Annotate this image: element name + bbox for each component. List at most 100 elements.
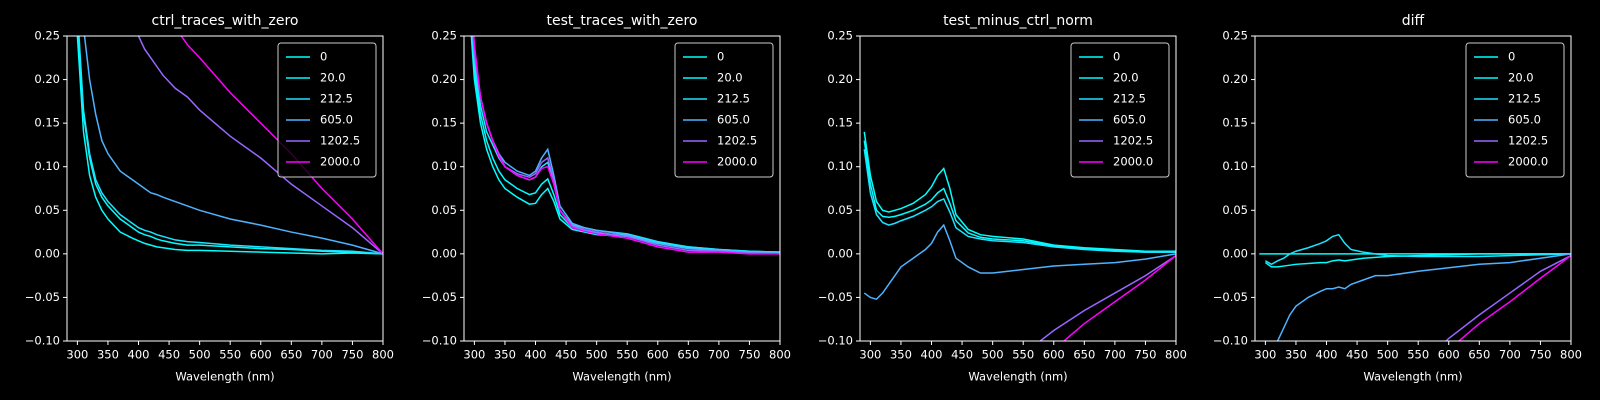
x-tick-label: 400 bbox=[1316, 348, 1338, 362]
data-line bbox=[863, 149, 1176, 253]
data-line bbox=[1265, 233, 1571, 266]
y-tick-label: 0.10 bbox=[34, 159, 60, 173]
y-tick-label: 0.00 bbox=[1222, 246, 1248, 260]
y-tick-label: 0.10 bbox=[431, 159, 457, 173]
x-axis-label: Wavelength (nm) bbox=[175, 370, 274, 384]
legend-label: 0 bbox=[1508, 50, 1515, 64]
x-tick-label: 750 bbox=[1134, 348, 1156, 362]
legend-box bbox=[277, 42, 377, 178]
y-tick-label: 0.25 bbox=[827, 29, 853, 43]
x-tick-label: 600 bbox=[1438, 348, 1460, 362]
x-tick-label: 700 bbox=[1104, 348, 1126, 362]
axes-frame bbox=[463, 35, 781, 342]
y-tick-label: 0.10 bbox=[1222, 159, 1248, 173]
data-line bbox=[77, 36, 383, 255]
legend-label: 605.0 bbox=[320, 113, 353, 127]
x-tick-label: 300 bbox=[66, 348, 88, 362]
subplot: test_minus_ctrl_norm Wavelength (nm) −0.10… bbox=[818, 13, 1187, 384]
legend-label: 2000.0 bbox=[320, 155, 360, 169]
y-tick-label: 0.05 bbox=[827, 203, 853, 217]
y-tick-label: 0.15 bbox=[431, 116, 457, 130]
subplot-title: ctrl_traces_with_zero bbox=[152, 13, 299, 29]
data-line bbox=[471, 36, 780, 253]
legend-label: 605.0 bbox=[1508, 113, 1541, 127]
data-line bbox=[137, 36, 383, 255]
x-tick-label: 550 bbox=[1012, 348, 1034, 362]
x-tick-label: 750 bbox=[341, 348, 363, 362]
x-tick-label: 400 bbox=[128, 348, 150, 362]
legend-label: 605.0 bbox=[717, 113, 750, 127]
y-tick-label: 0.10 bbox=[827, 159, 853, 173]
x-tick-label: 650 bbox=[280, 348, 302, 362]
y-tick-label: −0.05 bbox=[422, 290, 457, 304]
legend-label: 212.5 bbox=[1508, 92, 1541, 106]
legend-label: 20.0 bbox=[1508, 71, 1534, 85]
x-tick-label: 350 bbox=[97, 348, 119, 362]
data-line bbox=[473, 36, 780, 255]
legend-label: 20.0 bbox=[320, 71, 346, 85]
subplot: test_traces_with_zero Wavelength (nm) −0.1… bbox=[422, 13, 791, 384]
y-tick-label: 0.20 bbox=[827, 72, 853, 86]
y-tick-label: −0.10 bbox=[1213, 334, 1248, 348]
x-tick-label: 350 bbox=[494, 348, 516, 362]
legend-label: 0 bbox=[1113, 50, 1120, 64]
legend-label: 0 bbox=[320, 50, 327, 64]
data-line bbox=[863, 131, 1176, 252]
x-tick-label: 700 bbox=[1499, 348, 1521, 362]
y-tick-label: 0.25 bbox=[431, 29, 457, 43]
x-tick-label: 450 bbox=[1346, 348, 1368, 362]
legend-label: 1202.5 bbox=[320, 134, 360, 148]
x-tick-label: 500 bbox=[1377, 348, 1399, 362]
y-tick-label: −0.10 bbox=[818, 334, 853, 348]
x-tick-label: 350 bbox=[1285, 348, 1307, 362]
data-line bbox=[1457, 254, 1571, 341]
x-tick-label: 650 bbox=[1468, 348, 1490, 362]
x-tick-label: 400 bbox=[525, 348, 547, 362]
y-tick-label: 0.20 bbox=[34, 72, 60, 86]
x-tick-label: 450 bbox=[951, 348, 973, 362]
x-tick-label: 500 bbox=[189, 348, 211, 362]
subplot: diff Wavelength (nm) −0.10 −0.05 0.00 0.05 0.1… bbox=[1213, 13, 1582, 384]
y-tick-label: 0.15 bbox=[827, 116, 853, 130]
legend-label: 20.0 bbox=[1113, 71, 1139, 85]
x-axis-label: Wavelength (nm) bbox=[572, 370, 671, 384]
x-tick-label: 650 bbox=[1073, 348, 1095, 362]
x-tick-label: 800 bbox=[769, 348, 791, 362]
x-tick-label: 550 bbox=[1407, 348, 1429, 362]
legend-label: 2000.0 bbox=[717, 155, 757, 169]
y-tick-label: 0.20 bbox=[1222, 72, 1248, 86]
data-line bbox=[863, 223, 1176, 301]
x-tick-label: 600 bbox=[1043, 348, 1065, 362]
axes-frame bbox=[66, 35, 384, 342]
data-line bbox=[1264, 253, 1571, 268]
x-axis-label: Wavelength (nm) bbox=[1363, 370, 1462, 384]
legend-box bbox=[674, 42, 774, 178]
x-tick-label: 350 bbox=[890, 348, 912, 362]
legend-label: 1202.5 bbox=[1508, 134, 1548, 148]
x-tick-label: 300 bbox=[859, 348, 881, 362]
legend-box bbox=[1070, 42, 1170, 178]
x-tick-label: 450 bbox=[555, 348, 577, 362]
data-line bbox=[1276, 253, 1571, 341]
legend-label: 1202.5 bbox=[1113, 134, 1153, 148]
x-tick-label: 500 bbox=[982, 348, 1004, 362]
data-line bbox=[180, 36, 383, 255]
legend-label: 1202.5 bbox=[717, 134, 757, 148]
y-tick-label: −0.05 bbox=[818, 290, 853, 304]
subplot: ctrl_traces_with_zero Wavelength (nm) −0.1… bbox=[25, 13, 394, 384]
x-tick-label: 700 bbox=[708, 348, 730, 362]
x-tick-label: 550 bbox=[219, 348, 241, 362]
x-tick-label: 500 bbox=[586, 348, 608, 362]
subplot-title: diff bbox=[1402, 13, 1425, 29]
x-tick-label: 800 bbox=[1560, 348, 1582, 362]
y-tick-label: 0.25 bbox=[34, 29, 60, 43]
x-tick-label: 750 bbox=[1529, 348, 1551, 362]
data-line bbox=[83, 36, 383, 255]
y-tick-label: 0.00 bbox=[34, 246, 60, 260]
y-tick-label: 0.25 bbox=[1222, 29, 1248, 43]
x-axis-label: Wavelength (nm) bbox=[968, 370, 1067, 384]
data-line bbox=[1038, 254, 1176, 341]
legend-label: 212.5 bbox=[1113, 92, 1146, 106]
axes-frame bbox=[859, 35, 1177, 342]
